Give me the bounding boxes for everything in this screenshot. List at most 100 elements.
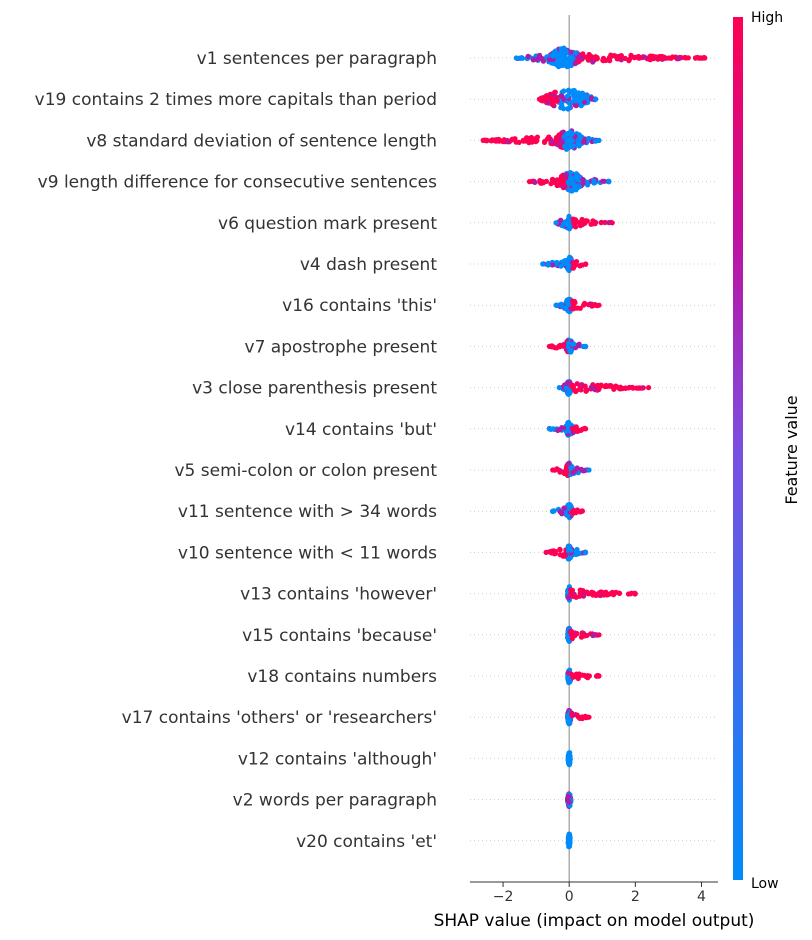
feature-row: v10 sentence with < 11 words [178, 543, 718, 563]
shap-point [549, 262, 556, 268]
shap-point [584, 93, 590, 99]
shap-point [573, 103, 579, 109]
shap-point [580, 176, 586, 183]
colorbar-low-label: Low [751, 876, 779, 892]
x-tick-label: 4 [697, 889, 706, 905]
shap-point [574, 381, 580, 387]
shap-point [579, 55, 585, 61]
shap-point [526, 179, 533, 185]
shap-point [549, 138, 555, 144]
shap-point [565, 344, 572, 350]
shap-point [572, 260, 579, 266]
shap-point [550, 508, 556, 514]
shap-point [591, 180, 597, 186]
shap-point [538, 180, 544, 186]
feature-points [565, 791, 574, 810]
shap-point [579, 221, 586, 228]
shap-point [596, 137, 602, 143]
shap-point [603, 57, 609, 64]
shap-point [571, 341, 577, 347]
shap-point [567, 834, 573, 840]
shap-point [588, 53, 594, 60]
feature-label: v7 apostrophe present [245, 337, 438, 357]
shap-point [501, 137, 507, 143]
feature-label: v13 contains 'however' [240, 585, 437, 605]
feature-label: v1 sentences per paragraph [197, 49, 437, 69]
feature-points [540, 254, 589, 274]
shap-point [548, 181, 554, 187]
shap-point [513, 55, 519, 61]
shap-point [570, 143, 576, 149]
shap-point [614, 56, 620, 62]
feature-row: v8 standard deviation of sentence length [86, 128, 718, 152]
shap-point [561, 470, 568, 477]
shap-point [536, 96, 543, 102]
shap-point [658, 55, 664, 61]
shap-point [558, 93, 564, 99]
shap-point [561, 553, 567, 559]
shap-point [685, 55, 691, 61]
x-axis-title: SHAP value (impact on model output) [434, 911, 755, 931]
shap-point [570, 306, 577, 312]
shap-point [557, 509, 563, 515]
feature-label: v16 contains 'this' [282, 296, 437, 316]
shap-point [676, 55, 682, 62]
shap-point [563, 146, 570, 152]
shap-point [567, 138, 573, 144]
feature-label: v8 standard deviation of sentence length [86, 131, 437, 151]
shap-point [600, 178, 606, 184]
feature-points [556, 379, 652, 397]
shap-point [564, 93, 570, 99]
shap-point [595, 592, 602, 598]
shap-point [546, 426, 553, 432]
shap-point [557, 342, 563, 348]
shap-point [577, 97, 584, 103]
shap-point [566, 793, 572, 800]
shap-point [573, 388, 579, 395]
feature-points [546, 419, 589, 438]
feature-row: v16 contains 'this' [282, 296, 718, 316]
feature-label: v6 question mark present [218, 214, 437, 234]
shap-point [579, 508, 586, 514]
shap-point [563, 48, 569, 54]
shap-point [563, 132, 569, 138]
shap-point [576, 341, 582, 347]
shap-point [636, 55, 642, 61]
shap-point [566, 263, 572, 269]
feature-points [480, 128, 602, 152]
shap-point [584, 218, 590, 224]
shap-point [516, 139, 522, 145]
shap-point [652, 54, 659, 60]
shap-point [586, 135, 592, 142]
shap-point [559, 425, 565, 431]
shap-point [580, 180, 586, 186]
shap-point [583, 261, 589, 267]
shap-point [554, 259, 560, 266]
shap-point [556, 385, 562, 391]
shap-point [598, 220, 604, 226]
shap-point [559, 303, 565, 309]
shap-point [593, 383, 599, 389]
shap-point [593, 96, 599, 102]
shap-point [544, 136, 551, 142]
shap-point [637, 385, 643, 391]
shap-point [559, 175, 565, 181]
colorbar [733, 17, 743, 880]
x-tick-label: 2 [631, 889, 640, 905]
feature-label: v9 length difference for consecutive sen… [38, 173, 437, 193]
feature-points [553, 296, 602, 315]
feature-row: v12 contains 'although' [238, 749, 718, 769]
shap-point [586, 467, 592, 473]
shap-point [592, 220, 598, 226]
shap-point [548, 95, 555, 101]
feature-label: v10 sentence with < 11 words [178, 543, 437, 563]
shap-point [585, 673, 591, 679]
shap-point [570, 301, 577, 307]
shap-point [559, 139, 565, 145]
shap-point [584, 632, 590, 639]
shap-point [552, 48, 558, 54]
shap-point [563, 385, 569, 391]
shap-point [570, 593, 576, 600]
shap-point [576, 593, 583, 599]
